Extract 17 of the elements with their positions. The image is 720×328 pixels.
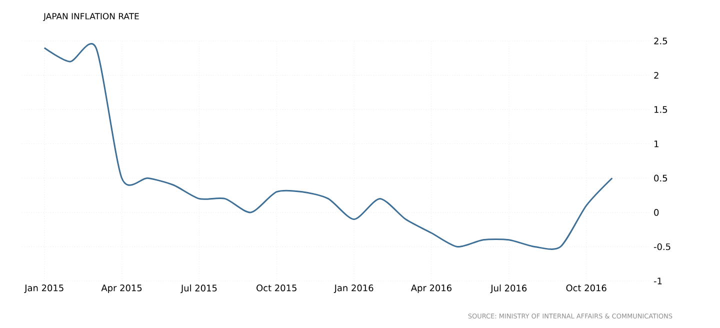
x-tick-label: Jul 2016 [490, 284, 527, 294]
y-tick-label: -1 [654, 278, 662, 284]
x-tick-label: Jan 2016 [334, 284, 374, 293]
x-tick-label: Jul 2015 [180, 284, 217, 294]
y-tick-label: -0.5 [654, 243, 670, 250]
x-tick-label: Oct 2016 [566, 284, 606, 292]
chart-title: JAPAN INFLATION RATE [43, 13, 139, 21]
y-tick-label: 0 [654, 209, 659, 216]
y-tick-label: 1.5 [654, 106, 667, 113]
x-tick-label: Apr 2016 [410, 284, 452, 294]
x-tick-label: Oct 2015 [256, 284, 296, 292]
y-tick-label: 1 [654, 140, 658, 148]
y-tick-label: 2 [654, 72, 658, 79]
y-tick-label: 2.5 [654, 38, 667, 44]
x-tick-label: Apr 2015 [101, 284, 142, 294]
x-tick-label: Jan 2015 [24, 284, 64, 293]
y-tick-label: 0.5 [654, 174, 667, 182]
